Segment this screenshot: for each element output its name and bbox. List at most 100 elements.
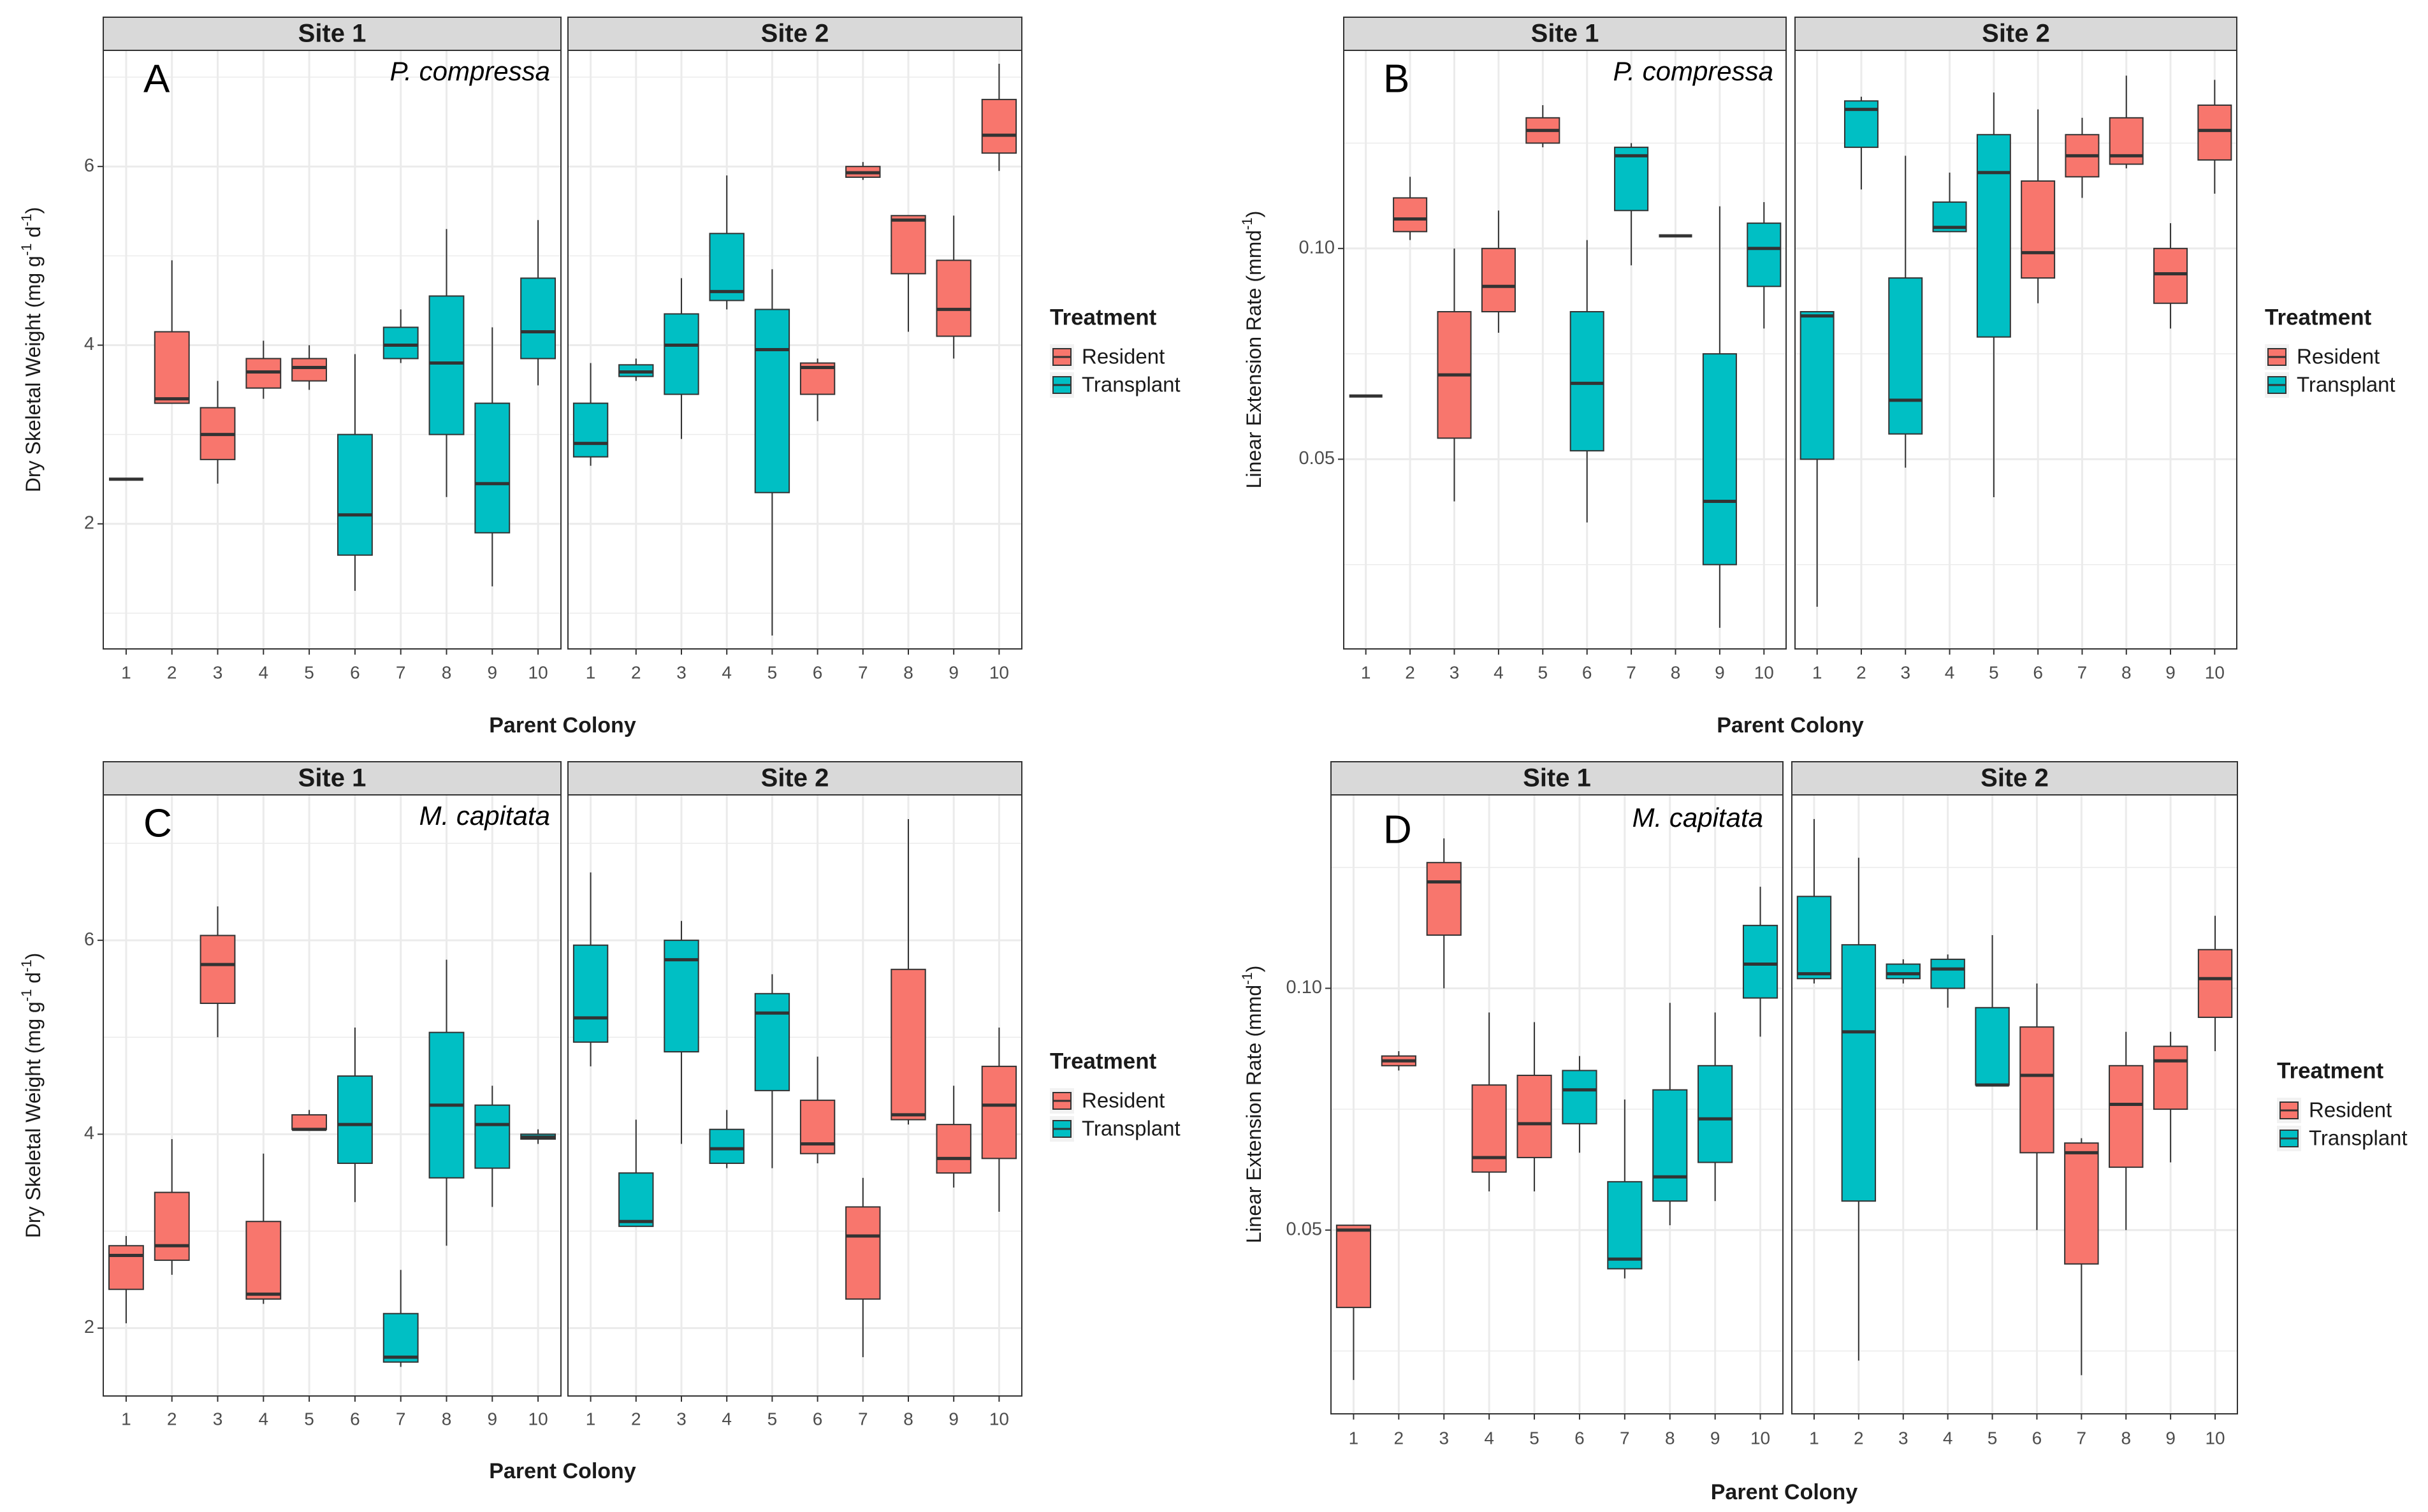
box-iqr [154, 331, 190, 404]
x-tick-label: 4 [722, 662, 732, 682]
box-iqr [200, 934, 236, 1005]
x-tick-label: 6 [350, 1409, 360, 1428]
x-tick-label: 10 [2205, 1428, 2225, 1448]
panel-letter: B [1383, 57, 1409, 101]
facet-strip [1791, 761, 2238, 796]
x-tick-label: 2 [167, 1409, 177, 1428]
y-axis-title-part: d [22, 226, 45, 244]
box-iqr [520, 277, 556, 360]
box-colony-7 [1614, 143, 1649, 266]
box-colony-3 [1426, 838, 1462, 989]
y-axis-title-part: ) [22, 207, 45, 214]
box-colony-10 [520, 1129, 556, 1144]
y-tick-label: 4 [84, 334, 94, 354]
species-label: P. compressa [1613, 56, 1773, 86]
box-iqr [1607, 1181, 1643, 1270]
x-axis-title: Parent Colony [1711, 1480, 1858, 1504]
box-colony-5 [1525, 105, 1560, 148]
facet-title: Site 2 [761, 764, 829, 792]
x-tick-label: 6 [2033, 662, 2043, 682]
x-tick-label: 2 [631, 662, 641, 682]
facet-strip [1343, 17, 1787, 51]
box-iqr [245, 1221, 282, 1300]
box-iqr [1975, 1007, 2010, 1086]
legend-label: Resident [2297, 345, 2380, 368]
box-colony-5 [1516, 1022, 1552, 1192]
box-colony-6 [2019, 983, 2054, 1230]
box-colony-4 [1930, 954, 1965, 1008]
box-colony-1 [108, 1236, 144, 1323]
box-iqr [108, 1245, 144, 1290]
x-tick-label: 3 [676, 662, 687, 682]
x-tick-label: 9 [2165, 662, 2176, 682]
box-iqr [474, 1104, 511, 1169]
facet-title: Site 2 [761, 20, 829, 48]
facet-2: Site 2 1 2 3 4 5 6 7 8 9 10 [567, 17, 1022, 682]
box-colony-6 [799, 358, 836, 421]
box-colony-4 [245, 1153, 282, 1304]
facet-strip [103, 761, 562, 796]
box-colony-4 [245, 340, 282, 399]
x-tick-label: 5 [1529, 1428, 1539, 1448]
box-iqr [2019, 1026, 2054, 1154]
x-tick-label: 6 [1574, 1428, 1585, 1448]
box-colony-2 [1841, 857, 1877, 1361]
facet-title: Site 1 [1523, 764, 1591, 792]
box-colony-8 [891, 819, 926, 1125]
x-tick-label: 7 [2077, 1428, 2087, 1448]
x-tick-label: 1 [121, 1409, 131, 1428]
box-iqr [474, 402, 511, 534]
box-colony-9 [936, 1086, 971, 1188]
x-tick-label: 3 [213, 1409, 223, 1428]
x-tick-label: 3 [1898, 1428, 1908, 1448]
plot-border [1330, 794, 1784, 1414]
x-tick-label: 5 [1538, 662, 1548, 682]
box-iqr [1569, 310, 1604, 452]
y-axis-title-part: ) [1242, 211, 1265, 218]
x-tick-label: 2 [167, 662, 177, 682]
box-colony-7 [2065, 117, 2100, 198]
legend: Treatment Resident Transplant [2265, 305, 2395, 398]
facet-2: Site 2 1 2 3 4 5 6 7 8 9 10 [567, 761, 1022, 1428]
x-tick-label: 1 [121, 662, 131, 682]
x-tick-label: 10 [2205, 662, 2225, 682]
x-tick-label: 5 [304, 662, 314, 682]
box-iqr [891, 215, 926, 275]
box-colony-7 [845, 1177, 881, 1358]
x-tick-label: 6 [2032, 1428, 2042, 1448]
y-axis-title-superscript: -1 [18, 959, 34, 972]
x-tick-label: 1 [1361, 662, 1371, 682]
y-axis-title-part: d [22, 972, 45, 989]
x-tick-label: 9 [1710, 1428, 1720, 1448]
x-tick-label: 8 [442, 662, 452, 682]
box-colony-8 [891, 215, 926, 332]
box-colony-7 [1607, 1099, 1643, 1279]
box-colony-2 [1393, 177, 1428, 240]
box-colony-5 [1976, 92, 2011, 497]
box-iqr [2021, 180, 2056, 279]
box-iqr [382, 326, 419, 360]
box-colony-7 [845, 162, 881, 180]
facet-strip [103, 17, 562, 51]
y-tick-label: 6 [84, 156, 94, 176]
legend-title: Treatment [2277, 1058, 2384, 1083]
box-iqr [1652, 1089, 1688, 1202]
x-tick-label: 9 [488, 1409, 498, 1428]
legend-label: Transplant [2309, 1126, 2408, 1150]
box-colony-9 [2153, 1031, 2188, 1163]
plot-background [1795, 50, 2237, 649]
y-axis-title-part: Linear Extension Rate (mmd [1242, 985, 1265, 1244]
y-axis-title-part: Linear Extension Rate (mmd [1242, 230, 1265, 489]
y-axis-title-superscript: -1 [18, 214, 34, 226]
facet-1: Site 1 1 2 3 4 5 6 7 8 9 10 [103, 17, 562, 682]
box-colony-2 [154, 260, 190, 404]
box-colony-8 [428, 229, 465, 497]
box-iqr [2109, 1065, 2144, 1168]
box-colony-2 [618, 1119, 654, 1227]
facet-title: Site 1 [1531, 20, 1599, 48]
legend-label: Resident [1082, 345, 1165, 368]
box-iqr [1841, 944, 1877, 1202]
plot-background [568, 50, 1022, 649]
box-colony-6 [337, 354, 373, 591]
box-iqr [1697, 1065, 1733, 1163]
